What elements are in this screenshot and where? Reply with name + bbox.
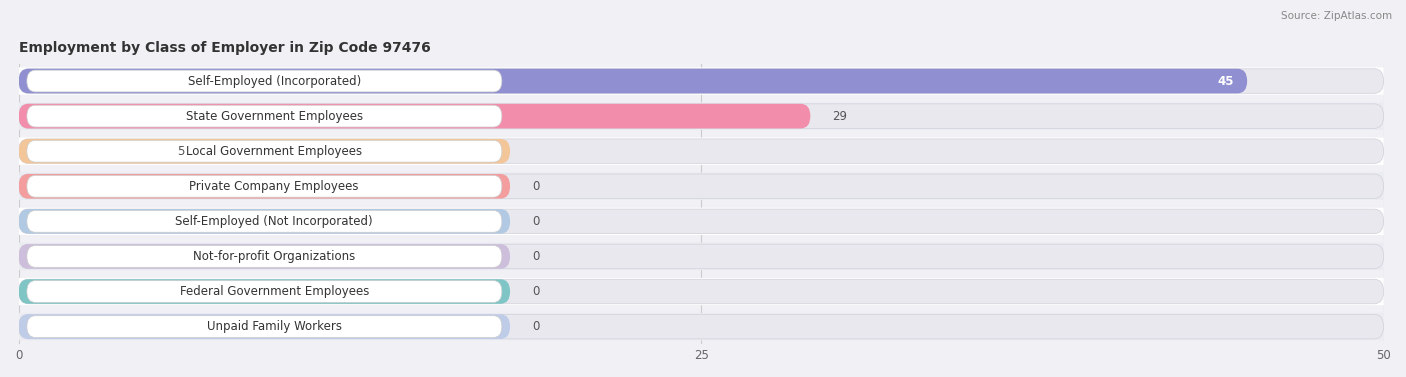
Text: Federal Government Employees: Federal Government Employees [180,285,368,298]
Text: 0: 0 [531,250,540,263]
FancyBboxPatch shape [18,139,510,164]
FancyBboxPatch shape [18,314,1384,339]
FancyBboxPatch shape [18,208,1384,235]
Text: 0: 0 [531,320,540,333]
FancyBboxPatch shape [18,313,1384,340]
FancyBboxPatch shape [18,278,1384,305]
FancyBboxPatch shape [27,280,502,302]
Text: 0: 0 [531,180,540,193]
FancyBboxPatch shape [18,139,1384,164]
FancyBboxPatch shape [27,316,502,337]
FancyBboxPatch shape [18,279,510,304]
Text: Private Company Employees: Private Company Employees [190,180,359,193]
Text: State Government Employees: State Government Employees [186,110,363,123]
FancyBboxPatch shape [18,173,1384,200]
FancyBboxPatch shape [27,105,502,127]
Text: 0: 0 [531,285,540,298]
Text: 5: 5 [177,145,184,158]
Text: Not-for-profit Organizations: Not-for-profit Organizations [193,250,356,263]
Text: Source: ZipAtlas.com: Source: ZipAtlas.com [1281,11,1392,21]
Text: 29: 29 [832,110,848,123]
FancyBboxPatch shape [18,67,1384,95]
Text: 0: 0 [531,215,540,228]
FancyBboxPatch shape [18,174,1384,199]
FancyBboxPatch shape [18,209,1384,234]
FancyBboxPatch shape [27,70,502,92]
FancyBboxPatch shape [18,244,1384,269]
FancyBboxPatch shape [27,245,502,267]
FancyBboxPatch shape [27,140,502,162]
Text: Local Government Employees: Local Government Employees [186,145,363,158]
FancyBboxPatch shape [18,138,1384,165]
Text: Unpaid Family Workers: Unpaid Family Workers [207,320,342,333]
Text: Self-Employed (Incorporated): Self-Employed (Incorporated) [187,75,361,87]
Text: Employment by Class of Employer in Zip Code 97476: Employment by Class of Employer in Zip C… [18,41,430,55]
FancyBboxPatch shape [18,104,810,129]
FancyBboxPatch shape [18,243,1384,270]
FancyBboxPatch shape [18,314,510,339]
FancyBboxPatch shape [18,209,510,234]
FancyBboxPatch shape [18,244,510,269]
Text: 45: 45 [1218,75,1233,87]
FancyBboxPatch shape [18,103,1384,130]
FancyBboxPatch shape [27,210,502,232]
FancyBboxPatch shape [18,104,1384,129]
FancyBboxPatch shape [18,69,1247,93]
FancyBboxPatch shape [27,175,502,197]
Text: Self-Employed (Not Incorporated): Self-Employed (Not Incorporated) [176,215,373,228]
FancyBboxPatch shape [18,174,510,199]
FancyBboxPatch shape [18,279,1384,304]
FancyBboxPatch shape [18,69,1384,93]
